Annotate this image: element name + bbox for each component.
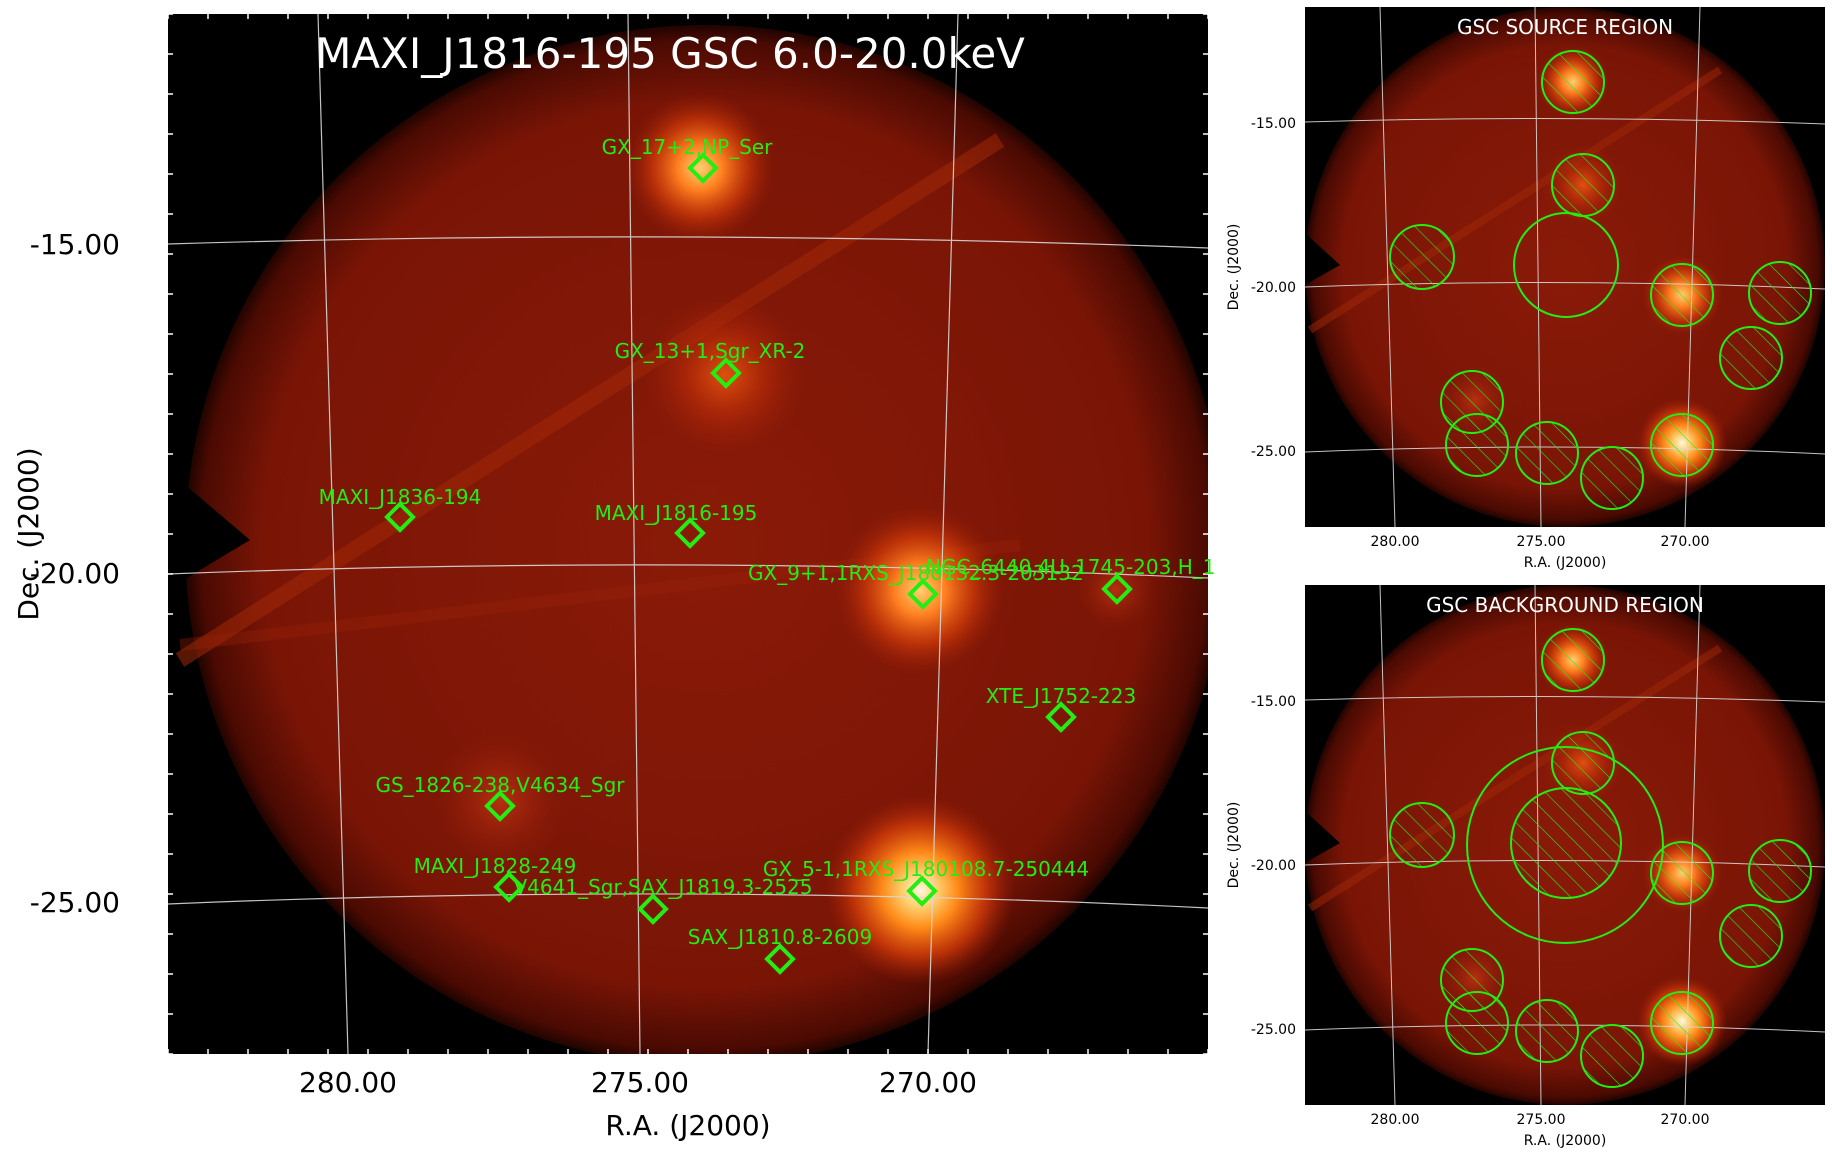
source-diamond-marker bbox=[674, 517, 706, 549]
background-region-circles bbox=[1389, 628, 1812, 1088]
source-diamond-marker bbox=[484, 790, 516, 822]
background-panel-notch bbox=[1305, 811, 1340, 863]
excluded-source-circle bbox=[1541, 628, 1605, 692]
main-ytick-label: -25.00 bbox=[30, 886, 120, 919]
source-region-panel: GSC SOURCE REGION -15.00 -20.00 -25.00 2… bbox=[1226, 7, 1825, 571]
excluded-source-circle bbox=[1748, 839, 1812, 903]
background-panel-title: GSC BACKGROUND REGION bbox=[1426, 593, 1704, 617]
background-ytick-label: -25.00 bbox=[1251, 1022, 1296, 1038]
excluded-source-circle bbox=[1580, 1024, 1644, 1088]
main-blob-gx17 bbox=[625, 93, 775, 243]
background-ytick-label: -15.00 bbox=[1251, 694, 1296, 710]
excluded-source-circle bbox=[1389, 224, 1455, 290]
source-label: MAXI_J1836-194 bbox=[319, 485, 482, 509]
source-diamond-marker bbox=[384, 501, 416, 533]
source-label: SAX_J1810.8-2609 bbox=[688, 925, 872, 949]
excluded-source-circle bbox=[1719, 326, 1783, 390]
background-xtick-label: 275.00 bbox=[1517, 1112, 1566, 1128]
source-label: GX_9+1,1RXS_J180132.3-203132 bbox=[748, 561, 1084, 585]
source-label: GX_5-1,1RXS_J180108.7-250444 bbox=[763, 857, 1089, 881]
background-annulus-inner bbox=[1510, 787, 1622, 899]
main-panel: MAXI_J1816-195 GSC 6.0-20.0keV GX_17+2,N… bbox=[12, 13, 1215, 1142]
excluded-source-circle bbox=[1748, 261, 1812, 325]
source-label: XTE_J1752-223 bbox=[986, 684, 1136, 708]
main-coord-grid bbox=[168, 14, 1208, 1054]
excluded-source-circle bbox=[1650, 841, 1714, 905]
source-xtick-label: 275.00 bbox=[1517, 534, 1566, 550]
source-extraction-circle bbox=[1513, 212, 1619, 318]
main-blob-gx13 bbox=[645, 295, 805, 455]
main-xtick-label: 270.00 bbox=[879, 1066, 977, 1099]
excluded-source-circle bbox=[1445, 991, 1509, 1055]
excluded-source-circle bbox=[1515, 421, 1579, 485]
source-xtick-label: 280.00 bbox=[1371, 534, 1420, 550]
excluded-source-circle bbox=[1650, 991, 1714, 1055]
source-panel-disk bbox=[1305, 7, 1825, 527]
excluded-source-circle bbox=[1551, 153, 1615, 217]
source-panel-title: GSC SOURCE REGION bbox=[1457, 15, 1673, 39]
background-xaxis-label: R.A. (J2000) bbox=[1524, 1133, 1607, 1149]
source-ytick-label: -15.00 bbox=[1251, 116, 1296, 132]
excluded-source-circle bbox=[1650, 263, 1714, 327]
main-blob-ngc6440 bbox=[1075, 550, 1155, 630]
excluded-source-circle bbox=[1719, 904, 1783, 968]
source-label: MAXI_J1828-249 bbox=[414, 854, 577, 878]
source-diamond-marker bbox=[764, 943, 796, 975]
source-panel-notch bbox=[1305, 233, 1340, 285]
source-diamond-marker bbox=[1045, 701, 1077, 733]
source-label: MAXI_J1816-195 bbox=[595, 501, 758, 525]
background-xtick-label: 280.00 bbox=[1371, 1112, 1420, 1128]
main-xtick-label: 280.00 bbox=[299, 1066, 397, 1099]
main-xaxis-label: R.A. (J2000) bbox=[605, 1109, 770, 1142]
source-label: V4641_Sgr,SAX_J1819.3-2525 bbox=[514, 875, 813, 899]
main-galactic-ridge bbox=[175, 133, 1005, 667]
source-ytick-label: -25.00 bbox=[1251, 444, 1296, 460]
background-ytick-label: -20.00 bbox=[1251, 858, 1296, 874]
source-diamond-marker bbox=[687, 152, 719, 184]
excluded-source-circle bbox=[1650, 413, 1714, 477]
main-panel-title: MAXI_J1816-195 GSC 6.0-20.0keV bbox=[315, 29, 1025, 78]
main-frame-ticks bbox=[167, 13, 1209, 1055]
excluded-source-circle bbox=[1445, 413, 1509, 477]
main-blob-gx5 bbox=[825, 795, 1015, 985]
main-ytick-label: -15.00 bbox=[30, 228, 120, 261]
source-diamond-marker bbox=[710, 357, 742, 389]
source-yaxis-label: Dec. (J2000) bbox=[1226, 224, 1242, 311]
main-xtick-label: 275.00 bbox=[591, 1066, 689, 1099]
background-region-panel: GSC BACKGROUND REGION -15.00 -20.00 -25.… bbox=[1226, 585, 1825, 1149]
background-yaxis-label: Dec. (J2000) bbox=[1226, 802, 1242, 889]
source-diamond-marker bbox=[906, 875, 938, 907]
excluded-source-circle bbox=[1541, 50, 1605, 114]
excluded-source-circle bbox=[1515, 999, 1579, 1063]
main-yaxis-label: Dec. (J2000) bbox=[12, 447, 45, 620]
main-ytick-label: -20.00 bbox=[30, 557, 120, 590]
main-blob-gs1826 bbox=[430, 730, 570, 870]
source-panel-ridge bbox=[1307, 66, 1723, 334]
source-diamond-marker bbox=[1101, 573, 1133, 605]
source-label: NGC_6440,4U_1745-203,H_1 bbox=[926, 555, 1215, 579]
excluded-source-circle bbox=[1389, 802, 1455, 868]
source-label: GX_17+2,NP_Ser bbox=[602, 135, 774, 159]
background-xtick-label: 270.00 bbox=[1661, 1112, 1710, 1128]
main-source-markers: GX_17+2,NP_Ser GX_13+1,Sgr_XR-2 MAXI_J1836… bbox=[319, 135, 1215, 975]
source-label: GS_1826-238,V4634_Sgr bbox=[375, 773, 625, 797]
source-xaxis-label: R.A. (J2000) bbox=[1524, 555, 1607, 571]
main-field-notch bbox=[168, 470, 250, 590]
source-diamond-marker bbox=[493, 871, 525, 903]
source-xtick-label: 270.00 bbox=[1661, 534, 1710, 550]
excluded-source-circle bbox=[1580, 446, 1644, 510]
source-diamond-marker bbox=[907, 578, 939, 610]
background-panel-ridge bbox=[1307, 644, 1723, 912]
source-label: GX_13+1,Sgr_XR-2 bbox=[615, 339, 806, 363]
main-blob-gx9 bbox=[835, 505, 1005, 675]
excluded-source-circle bbox=[1551, 731, 1615, 795]
source-ytick-label: -20.00 bbox=[1251, 280, 1296, 296]
source-diamond-marker bbox=[637, 893, 669, 925]
source-region-circles bbox=[1389, 50, 1812, 510]
